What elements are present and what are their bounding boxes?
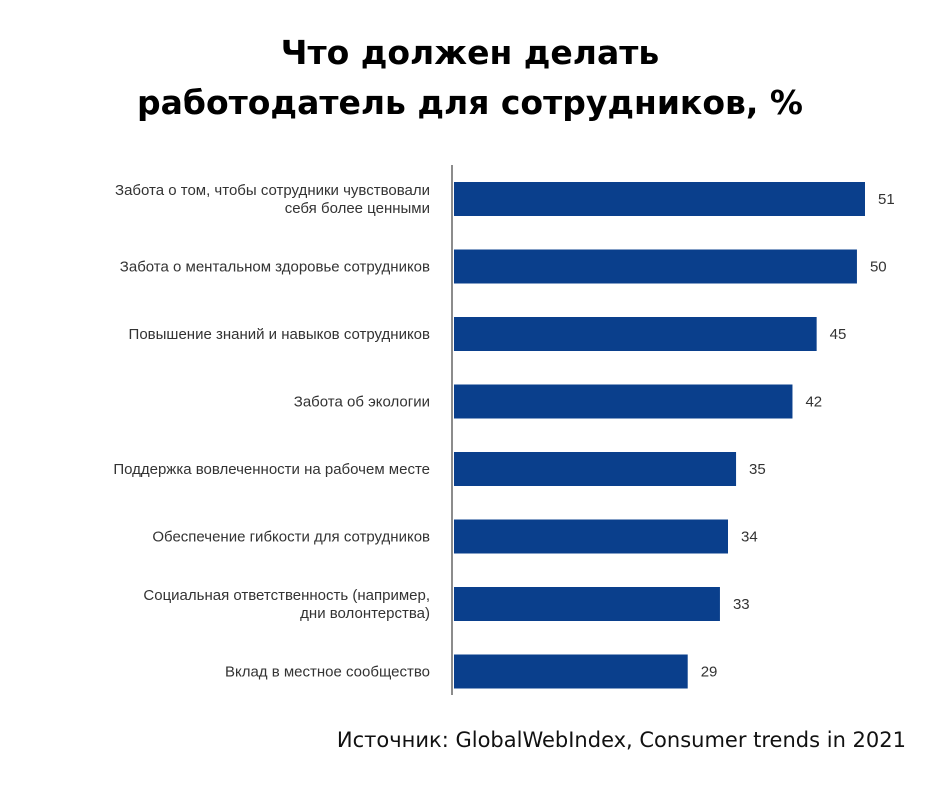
category-label: Забота о ментальном здоровье сотрудников [120, 259, 430, 276]
data-label: 42 [805, 394, 822, 411]
data-label: 33 [733, 596, 750, 613]
data-label: 35 [749, 461, 766, 478]
category-label: Повышение знаний и навыков сотрудников [129, 326, 430, 343]
category-label: Обеспечение гибкости для сотрудников [152, 529, 430, 546]
category-label: Забота о том, чтобы сотрудники чувствова… [115, 182, 430, 199]
category-label: Социальная ответственность (например, [143, 587, 430, 604]
bar [454, 317, 817, 351]
data-label: 51 [878, 191, 895, 208]
source-note: Источник: GlobalWebIndex, Consumer trend… [336, 728, 906, 752]
bar [454, 182, 865, 216]
category-label: Забота об экологии [294, 394, 430, 411]
bar [454, 519, 728, 554]
bar [454, 452, 737, 486]
data-label: 34 [741, 529, 758, 546]
chart-title-line-2: работодатель для сотрудников, % [137, 83, 803, 122]
bar [454, 654, 688, 689]
category-label: Поддержка вовлеченности на рабочем месте [113, 461, 430, 478]
bar-chart: 51 Забота о том, чтобы сотрудники чувство… [113, 165, 895, 695]
bar [454, 384, 793, 419]
chart-title: Что должен делать работодатель для сотру… [0, 28, 940, 128]
data-label: 45 [830, 326, 847, 343]
data-label: 29 [701, 664, 718, 681]
chart-title-line-1: Что должен делать [280, 33, 660, 72]
category-label: Вклад в местное сообщество [225, 664, 430, 681]
bar [454, 587, 720, 621]
data-label: 50 [870, 259, 887, 276]
bar [454, 249, 857, 284]
category-label: дни волонтерства) [300, 605, 430, 622]
category-label: себя более ценными [285, 200, 430, 217]
